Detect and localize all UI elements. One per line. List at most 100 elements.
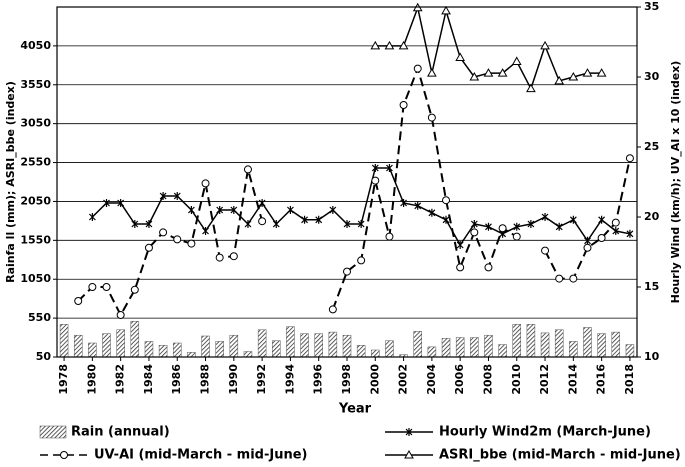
- rain-bar: [243, 351, 253, 358]
- series-marker: [343, 220, 351, 228]
- series-marker: [569, 274, 578, 283]
- series-marker: [144, 243, 153, 252]
- y2-tick-label: 15: [644, 280, 659, 293]
- y2-tick-label: 35: [644, 0, 659, 13]
- series-marker: [470, 220, 478, 228]
- y2-tick-label: 10: [644, 350, 660, 363]
- series-marker: [145, 220, 153, 228]
- series-marker: [384, 40, 395, 50]
- series-marker: [626, 229, 634, 238]
- x-tick-label: 2008: [481, 364, 494, 395]
- rain-bar: [257, 329, 267, 358]
- rain-bar: [314, 333, 323, 358]
- legend-label: UV-AI (mid-March - mid-June): [94, 448, 307, 463]
- series-marker: [202, 227, 209, 235]
- series-marker: [371, 164, 379, 172]
- y-tick-label: 2050: [20, 194, 51, 207]
- series-marker: [483, 68, 494, 77]
- legend-marker: [404, 449, 414, 459]
- x-tick-label: 1998: [340, 364, 353, 395]
- series-marker: [371, 176, 380, 185]
- rain-bar: [583, 327, 592, 358]
- series-marker: [187, 239, 196, 248]
- series-marker: [258, 217, 267, 226]
- rain-bar: [597, 333, 606, 358]
- series-marker: [512, 232, 521, 241]
- x-tick-label: 2010: [510, 364, 523, 395]
- rain-bar: [540, 332, 550, 358]
- plot-frame: [56, 6, 638, 358]
- series-marker: [244, 220, 252, 228]
- rain-bar: [356, 345, 366, 358]
- rain-bar: [229, 334, 239, 358]
- series-marker: [442, 215, 450, 224]
- legend-swatch: [39, 425, 67, 439]
- series-marker: [117, 199, 125, 207]
- series-marker: [229, 252, 238, 261]
- series-line: [91, 167, 631, 247]
- series-marker: [399, 101, 408, 109]
- legend-marker: [60, 451, 68, 459]
- series-marker: [88, 283, 97, 291]
- series-marker: [315, 215, 323, 224]
- rain-bar: [498, 344, 507, 358]
- series-marker: [554, 75, 565, 85]
- x-tick-label: 1986: [170, 364, 183, 395]
- y-tick-label: 1050: [20, 272, 51, 285]
- series-marker: [116, 311, 125, 319]
- series-marker: [286, 206, 294, 214]
- series-marker: [414, 201, 422, 210]
- rain-bar: [484, 334, 493, 358]
- series-marker: [357, 220, 365, 228]
- rain-bar: [342, 334, 352, 358]
- rain-bar: [59, 324, 69, 358]
- rain-bar: [88, 342, 97, 358]
- series-marker: [329, 206, 337, 214]
- series-marker: [527, 220, 535, 228]
- rain-bar: [272, 340, 281, 358]
- rain-bar: [73, 334, 83, 358]
- y-tick-label: 1550: [20, 233, 51, 246]
- series-marker: [470, 228, 479, 237]
- series-marker: [258, 199, 266, 207]
- y-tick-label: 50: [36, 350, 52, 363]
- rain-bar: [187, 352, 196, 358]
- x-tick-label: 2004: [425, 364, 438, 395]
- series-line: [77, 65, 631, 318]
- series-marker: [456, 241, 464, 249]
- legend-marker: [405, 428, 413, 436]
- y2-axis-title: Hourly Wind (km/h); UV_AI x 10 (index): [669, 61, 682, 304]
- series-marker: [582, 68, 593, 77]
- rain-bar: [158, 345, 168, 358]
- y2-tick-label: 30: [644, 70, 660, 83]
- y-tick-label: 3050: [20, 117, 51, 130]
- series-marker: [301, 215, 308, 224]
- series-marker: [611, 218, 620, 227]
- series-marker: [442, 196, 451, 205]
- series-marker: [386, 164, 393, 172]
- series-marker: [216, 206, 224, 214]
- x-tick-label: 2002: [397, 364, 410, 395]
- series-marker: [428, 208, 436, 217]
- rain-bar: [441, 338, 451, 358]
- rain-bar: [172, 342, 182, 358]
- series-marker: [187, 206, 195, 214]
- y2-tick-label: 20: [644, 210, 660, 223]
- series-marker: [173, 192, 181, 200]
- series-marker: [596, 68, 607, 77]
- series-marker: [540, 40, 550, 50]
- rain-bar: [116, 329, 125, 358]
- y-tick-label: 550: [28, 311, 51, 324]
- x-tick-label: 1980: [85, 364, 98, 395]
- series-marker: [357, 256, 366, 265]
- x-tick-label: 2000: [368, 364, 381, 395]
- x-tick-label: 1984: [142, 364, 155, 395]
- x-tick-label: 1994: [283, 364, 296, 395]
- rain-bar: [144, 341, 154, 358]
- y-tick-label: 4050: [20, 39, 51, 52]
- series-marker: [583, 243, 592, 252]
- rain-bar: [300, 333, 309, 358]
- series-marker: [597, 234, 606, 242]
- rain-bar: [569, 341, 578, 358]
- rain-bar: [470, 337, 479, 358]
